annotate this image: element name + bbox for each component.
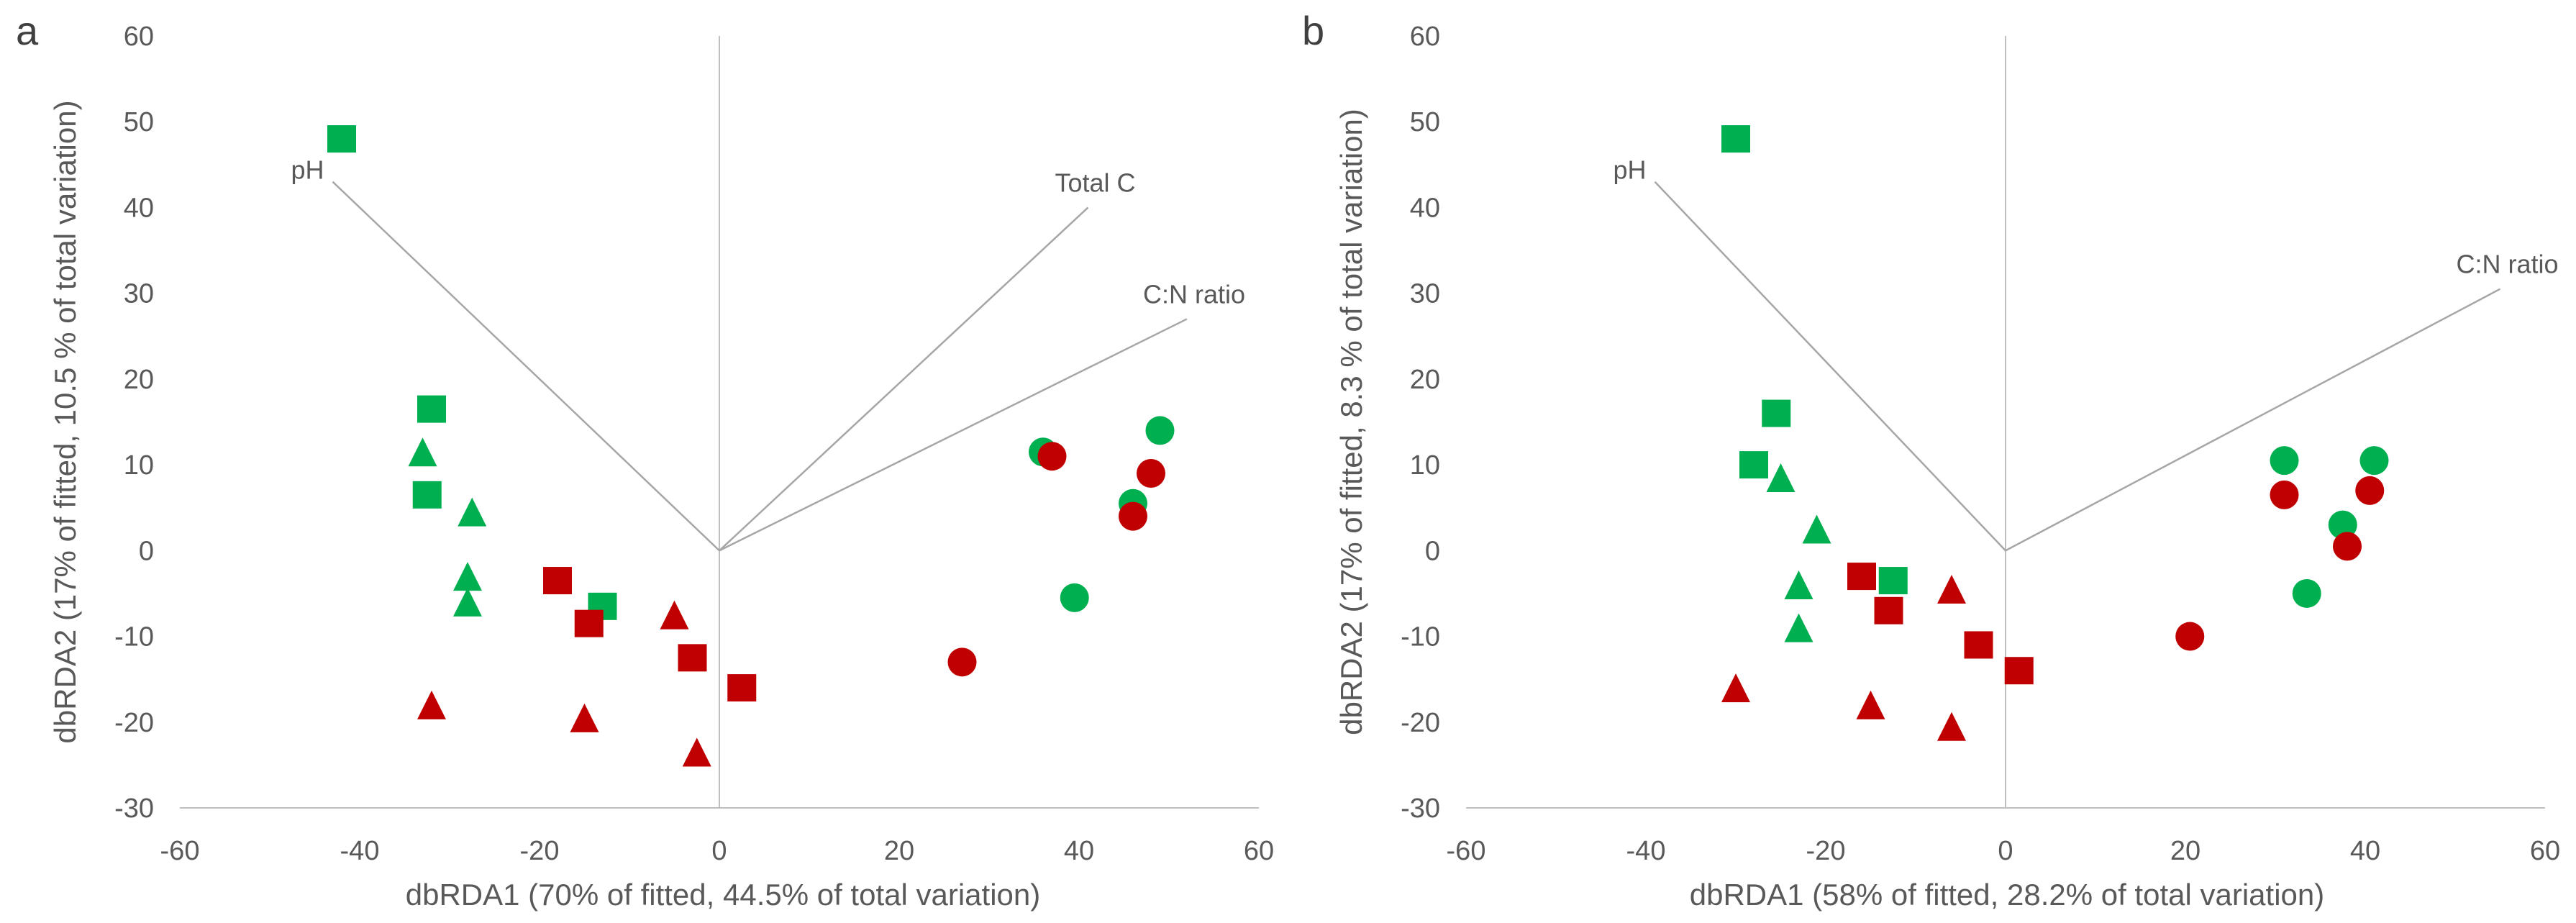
y-tick-label: 40 [1410, 193, 1440, 223]
green-square-point [1878, 567, 1908, 595]
y-tick-label: 50 [124, 107, 154, 137]
red-circle-point [2355, 476, 2385, 505]
y-tick-label: 60 [1410, 22, 1440, 52]
green-square-point [1721, 125, 1750, 153]
x-tick-label: -20 [1806, 836, 1846, 866]
red-square-point [727, 674, 757, 702]
green-triangle-point [1784, 570, 1813, 600]
red-triangle-point [1937, 574, 1966, 604]
green-triangle-point [1784, 613, 1813, 642]
red-triangle-point [570, 703, 599, 732]
red-circle-point [2270, 480, 2299, 509]
green-square-point [1739, 451, 1768, 479]
vector-label: C:N ratio [1143, 279, 1245, 309]
y-tick-label: -20 [1401, 708, 1440, 738]
y-tick-label: 50 [1410, 107, 1440, 137]
green-square-point [412, 481, 442, 509]
y-tick-label: 60 [124, 22, 154, 52]
red-circle-point [1137, 459, 1165, 488]
y-tick-label: -20 [114, 708, 154, 738]
x-tick-label: 20 [884, 836, 914, 866]
green-triangle-point [453, 562, 482, 591]
green-circle-point [2270, 446, 2299, 476]
y-tick-label: 0 [139, 536, 154, 566]
green-triangle-point [453, 587, 482, 617]
x-tick-label: 20 [2170, 836, 2200, 866]
green-square-point [1762, 399, 1791, 427]
green-triangle-point [408, 437, 437, 467]
panel-a-chart: a -30 -20 -10 0 10 20 30 40 50 60 -60 -40 -20 0 20 40 60 d… [16, 8, 1274, 911]
x-tick-label: 40 [1064, 836, 1094, 866]
y-axis-title: dbRDA2 (17% of fitted, 8.3 % of total va… [1334, 109, 1368, 735]
green-triangle-point [1802, 514, 1831, 544]
x-tick-label: -60 [160, 836, 200, 866]
y-tick-label: 30 [1410, 279, 1440, 309]
x-tick-label: 60 [2530, 836, 2560, 866]
red-triangle-point [682, 737, 711, 767]
x-tick-label: -20 [520, 836, 560, 866]
green-circle-point [1060, 583, 1089, 612]
x-tick-label: 40 [2350, 836, 2380, 866]
red-circle-point [2333, 532, 2362, 561]
x-tick-label: -40 [1626, 836, 1666, 866]
x-axis-title: dbRDA1 (58% of fitted, 28.2% of total va… [1690, 878, 2324, 911]
y-tick-label: 0 [1425, 536, 1440, 566]
y-tick-label: -30 [1401, 794, 1440, 824]
panel-letter: a [16, 8, 39, 53]
vector-label: C:N ratio [2456, 250, 2558, 279]
vector-line [719, 206, 1089, 552]
red-square-point [574, 609, 604, 637]
vector-line [2005, 288, 2501, 552]
x-tick-label: -60 [1447, 836, 1486, 866]
x-axis-title: dbRDA1 (70% of fitted, 44.5% of total va… [406, 878, 1040, 911]
x-tick-label: 0 [1998, 836, 2013, 866]
y-tick-label: -10 [1401, 622, 1440, 653]
y-tick-label: -30 [114, 794, 154, 824]
red-square-point [678, 644, 707, 672]
y-tick-label: 20 [1410, 365, 1440, 395]
y-tick-label: 10 [1410, 450, 1440, 481]
red-circle-point [2175, 622, 2205, 651]
vector-line [719, 318, 1188, 552]
red-square-point [1847, 563, 1876, 591]
red-circle-point [947, 647, 977, 677]
vector-label: Total C [1055, 168, 1135, 197]
vector-line [332, 181, 720, 552]
x-tick-label: -40 [340, 836, 380, 866]
red-square-point [1874, 596, 1903, 624]
green-square-point [327, 125, 356, 153]
green-circle-point [2328, 510, 2357, 540]
red-triangle-point [660, 600, 689, 629]
panel-b-chart: b -30 -20 -10 0 10 20 30 40 50 60 -60 -40 -20 0 20 40 60 d… [1302, 8, 2560, 911]
green-circle-point [2359, 446, 2389, 476]
y-tick-label: -10 [114, 622, 154, 653]
red-circle-point [1119, 501, 1147, 531]
red-triangle-point [417, 690, 446, 719]
y-tick-label: 30 [124, 279, 154, 309]
x-tick-label: 60 [1244, 836, 1274, 866]
red-triangle-point [1937, 711, 1966, 741]
red-square-point [1964, 631, 1993, 659]
y-tick-label: 10 [124, 450, 154, 481]
red-square-point [543, 567, 572, 595]
x-tick-label: 0 [711, 836, 727, 866]
vector-label: pH [291, 155, 324, 185]
green-square-point [417, 395, 446, 423]
red-square-point [2004, 657, 2034, 685]
y-tick-label: 20 [124, 365, 154, 395]
red-triangle-point [1856, 690, 1885, 719]
y-tick-label: 40 [124, 193, 154, 223]
green-circle-point [2292, 578, 2321, 608]
green-circle-point [1145, 416, 1175, 445]
red-circle-point [1037, 442, 1067, 471]
y-axis-title: dbRDA2 (17% of fitted, 10.5 % of total v… [48, 100, 82, 743]
vector-line [1654, 181, 2006, 552]
vector-label: pH [1613, 155, 1646, 185]
panel-letter: b [1302, 8, 1324, 53]
green-triangle-point [458, 497, 487, 527]
red-triangle-point [1721, 673, 1750, 703]
green-triangle-point [1766, 463, 1796, 492]
